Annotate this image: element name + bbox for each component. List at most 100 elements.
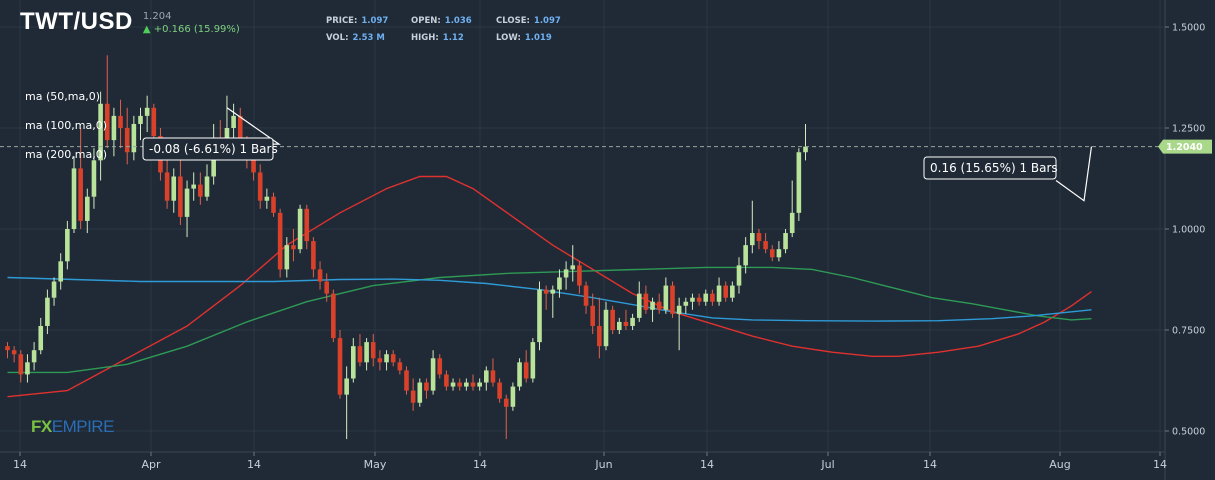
x-tick-label: 14 xyxy=(473,458,487,471)
candle xyxy=(470,374,476,391)
candle-body xyxy=(104,103,110,141)
candle-body xyxy=(138,115,143,124)
measure-label: -0.08 (-6.61%) 1 Bars xyxy=(149,142,278,156)
candle xyxy=(437,354,443,379)
candle-body xyxy=(763,241,768,250)
candle-body xyxy=(444,374,449,387)
candle-body xyxy=(723,285,728,298)
candle-body xyxy=(690,297,695,302)
candle-body xyxy=(11,350,17,355)
candle-body xyxy=(603,309,609,347)
price-tag-shape xyxy=(1158,139,1212,154)
candle xyxy=(783,229,788,254)
candle xyxy=(683,297,689,314)
candle xyxy=(417,378,423,407)
candle xyxy=(178,156,183,225)
x-tick-label: 14 xyxy=(700,458,714,471)
candle xyxy=(603,301,609,351)
candle-body xyxy=(31,350,37,363)
candle xyxy=(477,378,482,391)
x-tick-label: 14 xyxy=(923,458,937,471)
candle xyxy=(530,338,536,383)
candle xyxy=(789,180,795,238)
candle-body xyxy=(291,245,296,250)
candle-body xyxy=(51,281,57,298)
candle xyxy=(31,342,37,371)
candle-body xyxy=(164,172,170,201)
x-tick-label: Jul xyxy=(820,458,834,471)
indicator-ma200[interactable]: ma (200,ma,0) xyxy=(25,148,107,161)
candle xyxy=(597,297,602,359)
candle-body xyxy=(716,285,722,302)
last-price-block: 1.204 ▲ +0.166 (15.99%) xyxy=(143,10,240,36)
candle xyxy=(370,334,376,367)
price-change: ▲ +0.166 (15.99%) xyxy=(143,23,240,36)
ma-line-200 xyxy=(7,276,1092,322)
candle xyxy=(776,241,782,262)
candle-body xyxy=(131,123,137,153)
y-tick-label: 0.7500 xyxy=(1172,326,1205,337)
candle xyxy=(590,293,595,335)
candle-body xyxy=(430,358,436,391)
candle xyxy=(457,378,462,391)
candle xyxy=(444,370,449,391)
candle xyxy=(144,95,150,133)
candle-body xyxy=(450,382,456,387)
candle-body xyxy=(656,301,662,310)
measure-line xyxy=(226,107,281,145)
y-axis[interactable]: 1.5000 1.2500 1.0000 0.7500 0.5000 1.2040 xyxy=(1158,0,1212,480)
candle-body xyxy=(776,249,782,258)
candle-body xyxy=(65,229,70,262)
candle xyxy=(503,394,509,440)
candle xyxy=(317,261,323,290)
candle-body xyxy=(510,386,516,407)
candle-body xyxy=(617,321,622,330)
candle-body xyxy=(111,115,117,141)
candle xyxy=(610,305,615,335)
x-axis[interactable]: 14 Apr 14 May 14 Jun 14 Jul 14 Aug 14 xyxy=(0,451,1167,471)
candle xyxy=(424,378,429,399)
indicator-ma100[interactable]: ma (100,ma,0) xyxy=(25,119,107,132)
candle-body xyxy=(91,160,97,197)
ohlc-stats: PRICE: 1.097 OPEN: 1.036 CLOSE: 1.097 VOL: 2… xyxy=(326,13,581,47)
stat-high: HIGH: 1.12 xyxy=(411,33,464,43)
candle xyxy=(636,281,642,322)
candle-body xyxy=(297,208,303,250)
candle-body xyxy=(783,233,788,250)
indicator-ma50[interactable]: ma (50,ma,0) xyxy=(25,90,100,103)
candle xyxy=(696,293,702,306)
fxempire-logo: FXEMPIRE xyxy=(31,417,114,436)
candle xyxy=(517,358,522,391)
candle-body xyxy=(610,309,615,330)
candle-body xyxy=(663,285,669,310)
candle xyxy=(397,358,403,375)
candle xyxy=(523,350,529,383)
candle xyxy=(38,317,44,355)
candle-body xyxy=(151,107,157,137)
candle-body xyxy=(85,196,90,221)
candle xyxy=(670,281,675,318)
stat-low: LOW: 1.019 xyxy=(496,33,552,43)
candle-body xyxy=(204,176,210,197)
candle xyxy=(716,277,722,306)
candle xyxy=(291,229,296,262)
candle-body xyxy=(796,152,802,213)
candle-body xyxy=(337,338,343,395)
candle-body xyxy=(304,208,310,242)
candle xyxy=(490,358,496,387)
candle-body xyxy=(470,382,476,387)
candle xyxy=(45,289,50,335)
candle xyxy=(18,350,24,383)
candle-body xyxy=(597,325,602,347)
x-tick-label: Aug xyxy=(1049,458,1070,471)
candle-body xyxy=(18,354,24,375)
measure-tool-up: 0.16 (15.65%) 1 Bars xyxy=(923,146,1093,202)
candle-body xyxy=(317,269,323,282)
candle-body xyxy=(670,285,675,314)
candle xyxy=(430,350,436,395)
candle xyxy=(337,330,343,399)
measure-tool-down: -0.08 (-6.61%) 1 Bars xyxy=(142,107,281,161)
candle-body xyxy=(5,346,10,351)
candle-body xyxy=(477,382,482,387)
